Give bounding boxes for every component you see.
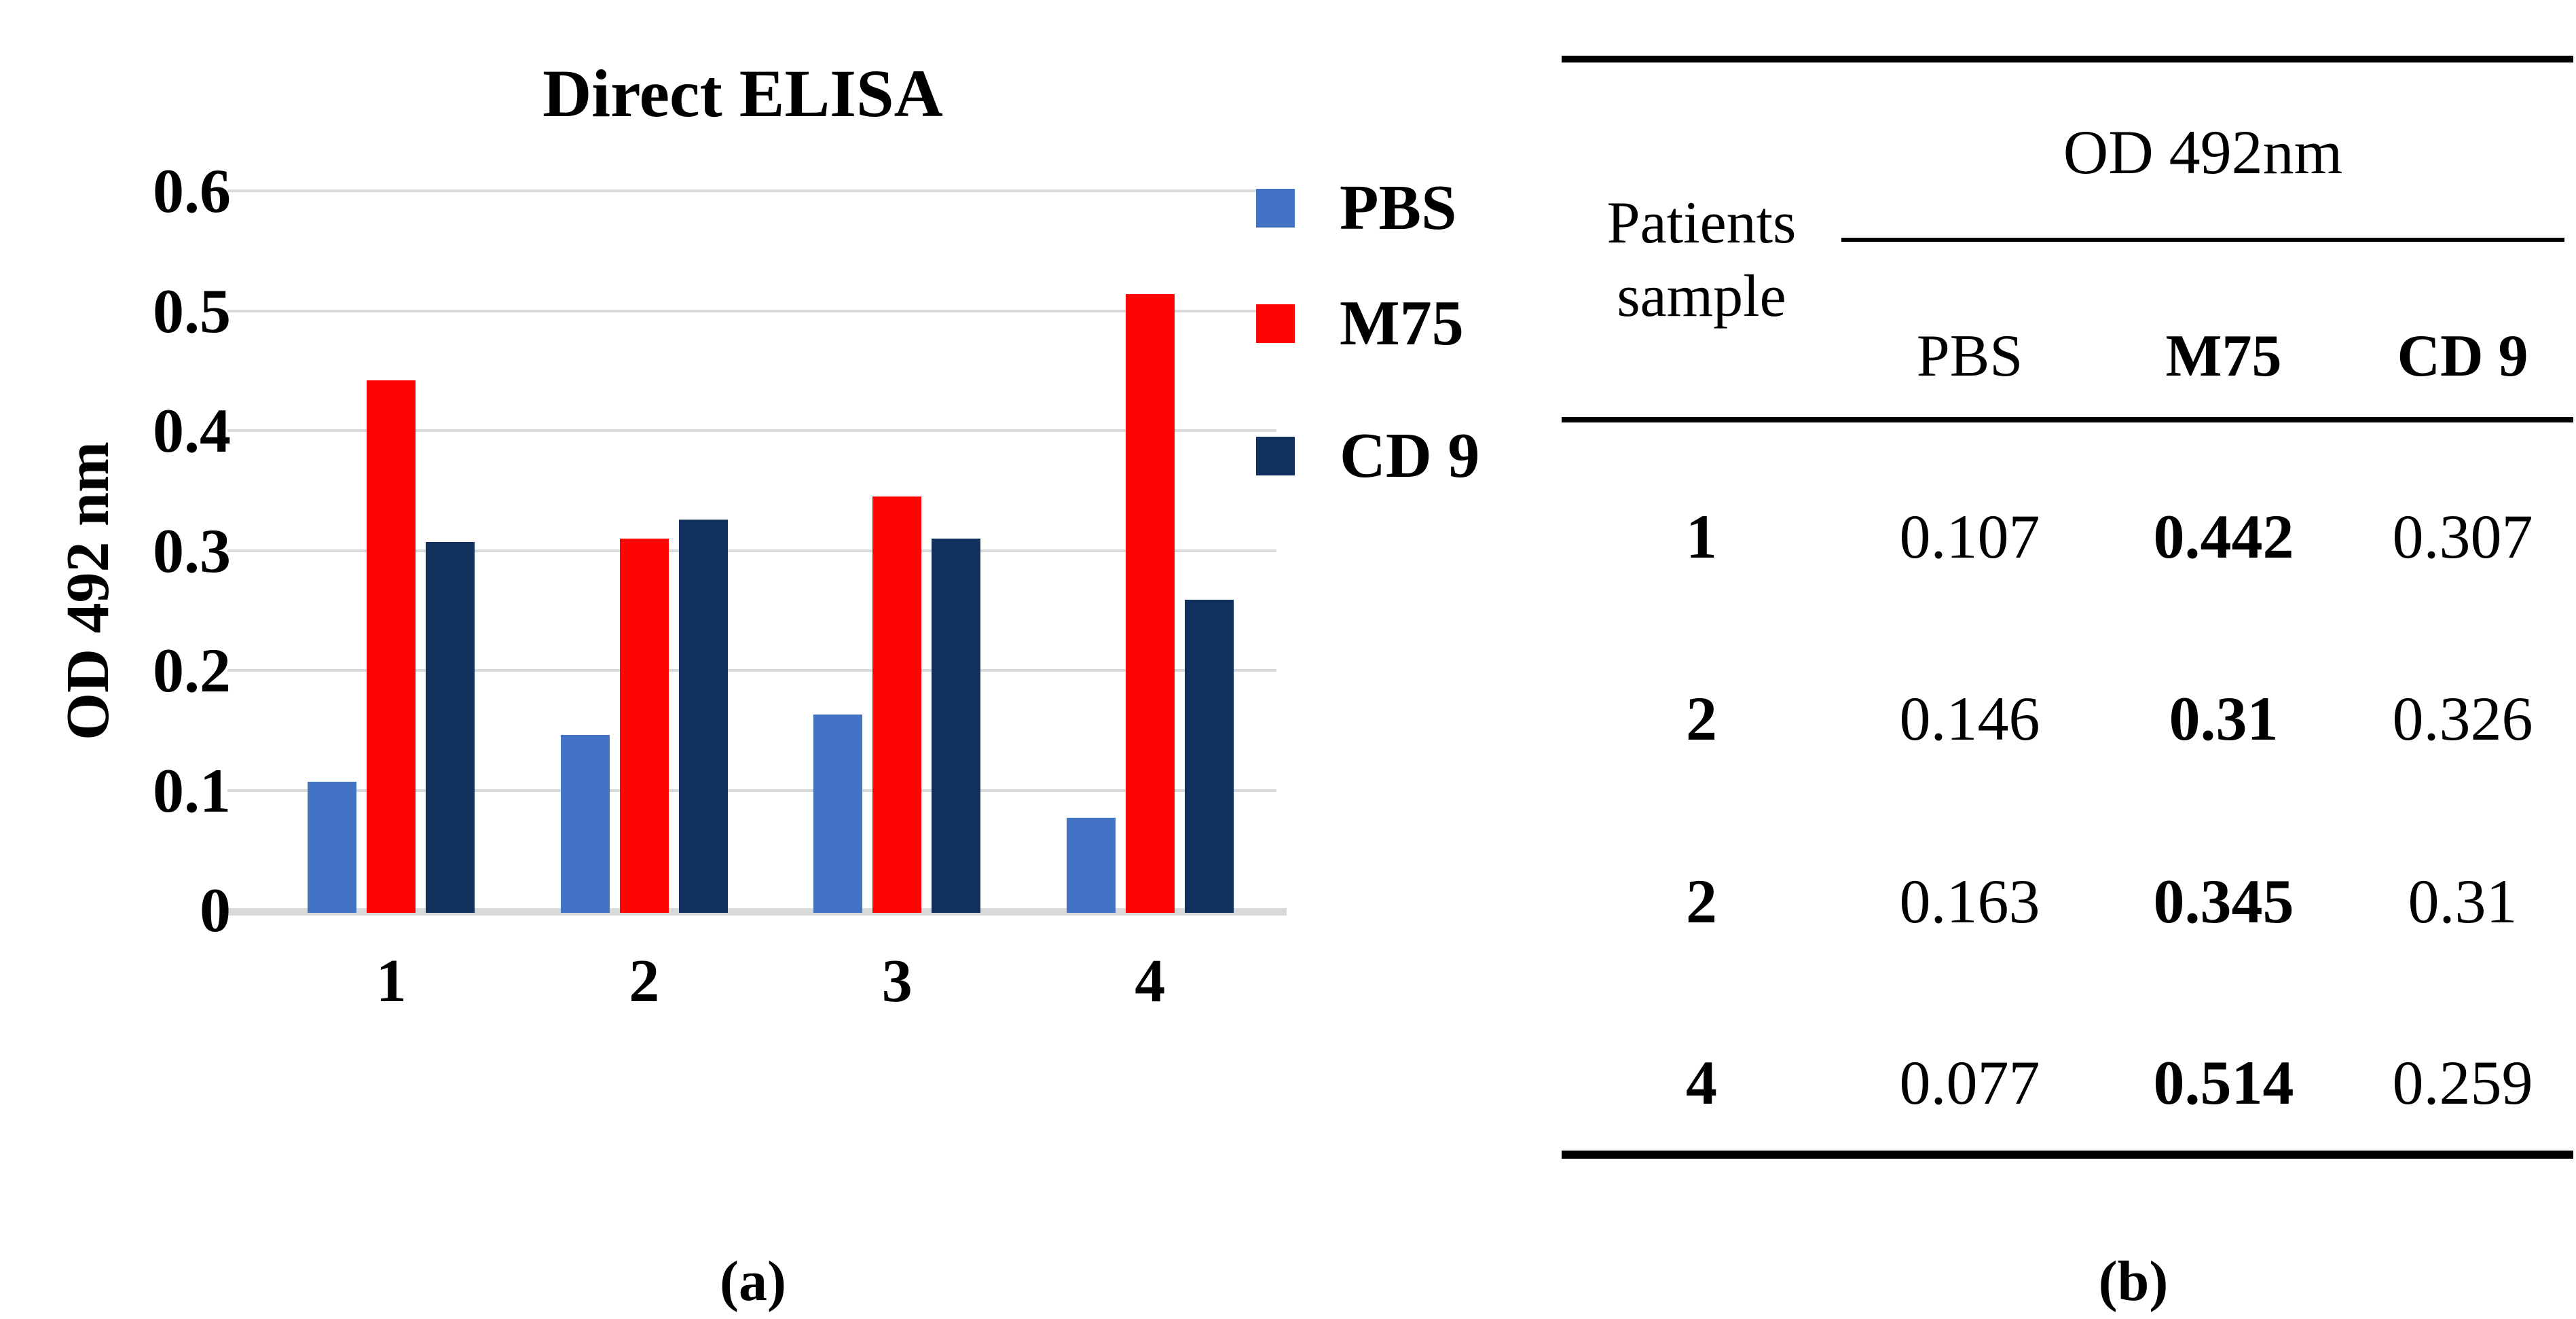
y-tick-label-0.6: 0.6 [153,156,231,225]
bar-pbs-sample-1 [308,782,357,913]
group-header-od492: OD 492nm [2063,118,2343,187]
y-tick-label-0: 0 [200,875,231,945]
legend-item-cd9: CD 9 [1256,420,1480,491]
sample-id-cell: 2 [1686,684,1717,753]
row-header-line2: sample [1617,264,1786,329]
legend-label-cd9: CD 9 [1340,420,1480,491]
x-tick-label-3: 3 [881,947,913,1015]
empty-header-cell [1562,319,1841,394]
od-value-cell: 0.326 [2392,684,2533,753]
bar-cd9-sample-2 [678,519,728,913]
od-value-cell: 0.077 [1899,1048,2040,1117]
y-tick-label-0.5: 0.5 [153,276,231,346]
y-tick-label-0.3: 0.3 [153,516,231,585]
bar-m75-sample-1 [367,380,416,913]
bar-pbs-sample-2 [560,735,610,913]
gridline-0.1 [227,789,1276,792]
col-header-m75: M75 [2165,323,2282,389]
chart-title: Direct ELISA [542,56,943,131]
sample-id-cell: 4 [1686,1048,1717,1117]
x-tick-label-2: 2 [629,947,660,1015]
sample-id-cell: 1 [1686,502,1717,571]
y-tick-label-0.4: 0.4 [153,396,231,465]
caption-a: (a) [720,1250,786,1313]
gridline-0.6 [227,189,1276,192]
legend-item-m75: M75 [1256,288,1464,359]
table-row-1: 1 0.107 0.442 0.307 [1562,499,2576,574]
legend-swatch-m75 [1256,304,1295,343]
od-value-cell: 0.345 [2153,867,2294,936]
bar-m75-sample-4 [1125,293,1175,913]
gridline-0.2 [227,669,1276,672]
od-value-cell: 0.514 [2153,1048,2294,1117]
header-divider-rule [1562,417,2573,422]
table-row-2: 2 0.146 0.31 0.326 [1562,681,2576,756]
x-tick-label-1: 1 [375,947,407,1015]
caption-b: (b) [2098,1250,2169,1313]
od-value-cell: 0.259 [2392,1048,2533,1117]
bar-cd9-sample-1 [426,542,475,913]
col-header-cd9: CD 9 [2397,323,2528,389]
table-row-4: 4 0.077 0.514 0.259 [1562,1045,2576,1120]
plot-area: 0 0.1 0.2 0.3 0.4 0.5 0.6 1 2 3 4 [153,156,1287,1015]
od-value-cell: 0.31 [2408,867,2518,936]
od-value-cell: 0.442 [2153,502,2294,571]
legend-label-m75: M75 [1340,288,1464,359]
results-table-panel: Patients sample OD 492nm PBS M75 CD 9 1 0… [1562,0,2576,1314]
table-bottom-rule [1562,1151,2573,1159]
table-row-3: 2 0.163 0.345 0.31 [1562,864,2576,939]
od-value-cell: 0.31 [2169,684,2279,753]
group-header-underline [1841,238,2564,242]
bar-m75-sample-3 [872,496,922,913]
gridline-0.5 [227,309,1276,312]
bar-cd9-sample-3 [932,538,981,913]
gridline-0.4 [227,429,1276,432]
table-top-rule [1562,56,2573,62]
y-tick-label-0.1: 0.1 [153,755,231,825]
legend-label-pbs: PBS [1340,173,1457,243]
bar-m75-sample-2 [619,538,669,913]
od-value-cell: 0.163 [1899,867,2040,936]
bar-cd9-sample-4 [1184,599,1234,913]
legend-swatch-pbs [1256,189,1295,228]
gridline-0.3 [227,549,1276,552]
col-header-pbs: PBS [1916,323,2023,389]
legend-item-pbs: PBS [1256,173,1457,243]
table-column-header-row: PBS M75 CD 9 [1562,319,2576,394]
x-tick-label-4: 4 [1135,947,1166,1015]
bar-pbs-sample-4 [1066,818,1116,913]
row-header-label: Patients sample [1562,187,1841,333]
od-value-cell: 0.307 [2392,502,2533,571]
x-axis-line [227,908,1287,916]
row-header-line1: Patients [1606,190,1797,256]
od-value-cell: 0.146 [1899,684,2040,753]
od-value-cell: 0.107 [1899,502,2040,571]
bar-pbs-sample-3 [813,715,863,913]
y-tick-label-0.2: 0.2 [153,636,231,705]
legend-swatch-cd9 [1256,437,1295,475]
sample-id-cell: 2 [1686,867,1717,936]
